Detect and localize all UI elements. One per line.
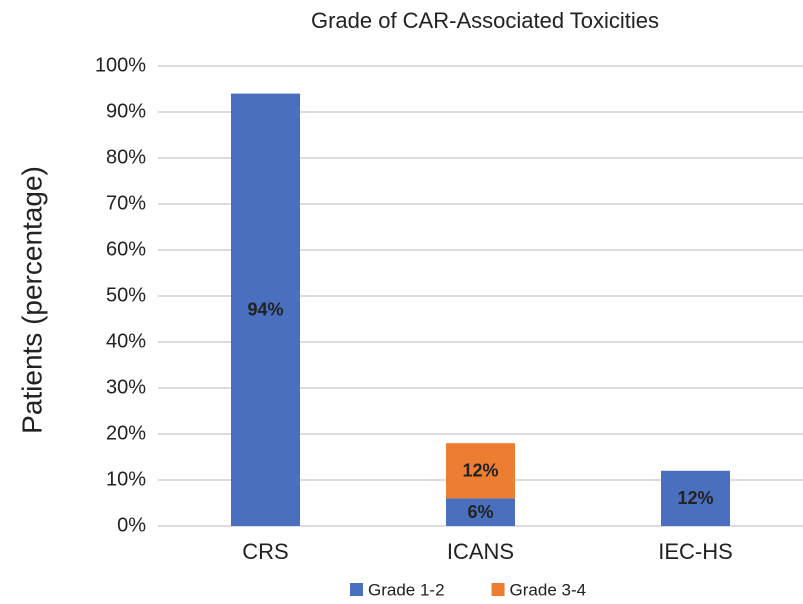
data-label: 12% [677,488,713,508]
y-tick-label: 60% [106,238,146,260]
y-tick-label: 80% [106,146,146,168]
legend-label: Grade 1-2 [368,580,445,599]
y-tick-label: 30% [106,376,146,398]
chart-title: Grade of CAR-Associated Toxicities [311,8,659,33]
data-label: 94% [247,300,283,320]
y-tick-label: 10% [106,468,146,490]
y-axis-title: Patients (percentage) [16,166,47,434]
bar-segment [231,93,300,526]
legend-swatch [350,583,363,596]
x-tick-label: ICANS [447,539,514,564]
data-label: 6% [467,502,493,522]
y-tick-label: 40% [106,330,146,352]
legend-swatch [491,583,505,596]
y-tick-label: 0% [117,514,146,536]
y-tick-label: 20% [106,422,146,444]
bar-segment [661,470,730,526]
x-tick-label: IEC-HS [658,539,733,564]
y-tick-label: 90% [106,100,146,122]
x-tick-label: CRS [242,539,288,564]
y-tick-label: 70% [106,192,146,214]
bar-segment [446,498,515,526]
y-tick-label: 100% [95,54,146,76]
data-label: 12% [462,461,498,481]
y-tick-label: 50% [106,284,146,306]
legend-label: Grade 3-4 [510,580,587,599]
bar-segment [446,443,515,499]
